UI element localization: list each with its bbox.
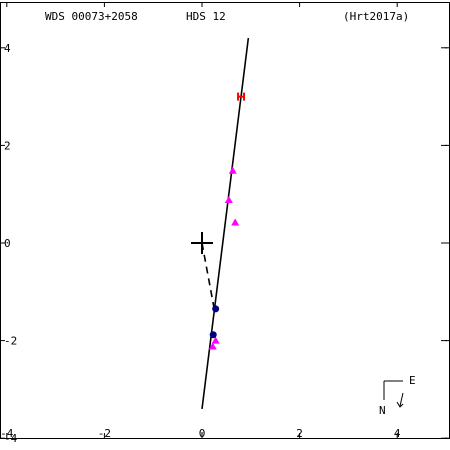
measurement-triangle — [228, 166, 237, 174]
header-wds-id: WDS 00073+2058 — [45, 10, 138, 23]
measurement-triangle — [231, 218, 240, 226]
measurement-triangle — [208, 342, 217, 350]
orbit-line — [201, 37, 250, 410]
measurement-triangle — [211, 336, 220, 344]
header-reference: (Hrt2017a) — [343, 10, 409, 23]
y-tick-label: 2 — [4, 139, 11, 152]
x-tick-label: -2 — [98, 427, 111, 440]
compass: E N — [379, 374, 416, 417]
y-tick-label: 4 — [4, 42, 11, 55]
x-tick-label: 2 — [296, 427, 303, 440]
compass-east-label: E — [409, 374, 416, 387]
measurement-dot — [212, 305, 220, 313]
y-tick-label: -2 — [4, 335, 17, 348]
y-tick-label: -4 — [4, 432, 18, 445]
x-tick-label: 4 — [394, 427, 401, 440]
header-discoverer-id: HDS 12 — [186, 10, 226, 23]
compass-arrow-shaft — [399, 392, 404, 407]
compass-arrow-head — [396, 401, 404, 408]
x-tick-label: -4 — [0, 427, 14, 440]
measurement-dot — [209, 331, 217, 339]
x-tick-label: 0 — [199, 427, 206, 440]
y-tick-label: 0 — [4, 237, 11, 250]
compass-north-label: N — [379, 404, 386, 417]
measurement-triangle — [224, 196, 233, 204]
measurement-h-marker — [237, 92, 246, 101]
